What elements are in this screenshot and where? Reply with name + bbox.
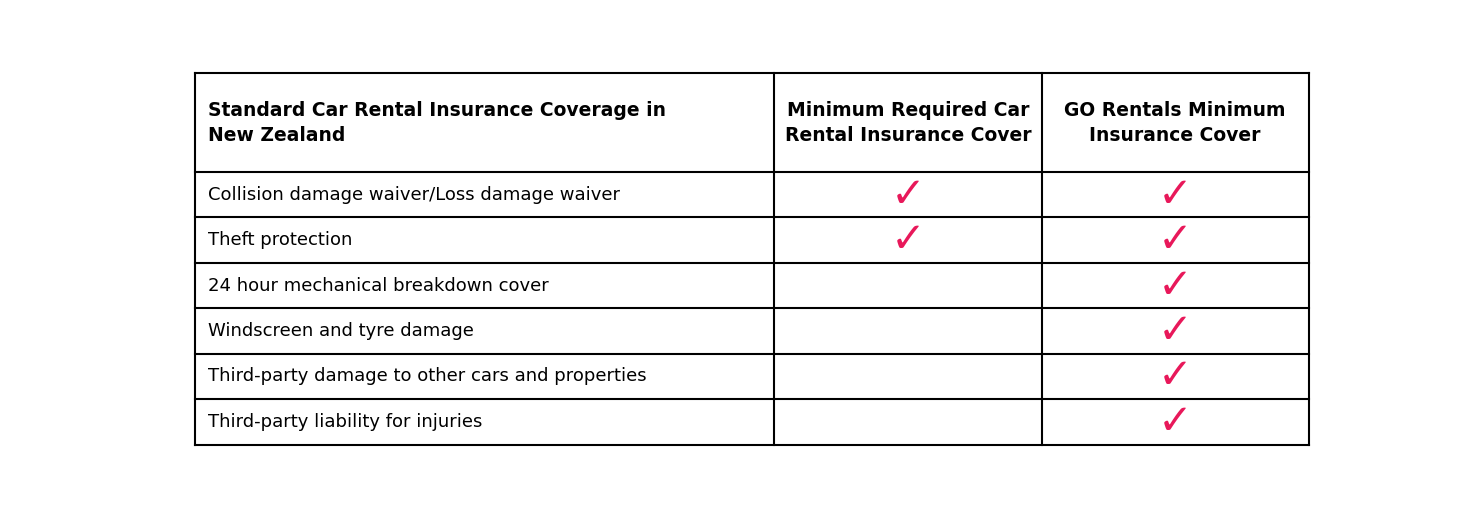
Text: ✓: ✓ bbox=[1157, 310, 1193, 352]
Text: GO Rentals Minimum
Insurance Cover: GO Rentals Minimum Insurance Cover bbox=[1065, 101, 1287, 145]
Text: Standard Car Rental Insurance Coverage in
New Zealand: Standard Car Rental Insurance Coverage i… bbox=[208, 101, 666, 145]
Text: Minimum Required Car
Rental Insurance Cover: Minimum Required Car Rental Insurance Co… bbox=[785, 101, 1031, 145]
Text: ✓: ✓ bbox=[1157, 401, 1193, 443]
Text: Third-party liability for injuries: Third-party liability for injuries bbox=[208, 413, 483, 431]
Text: ✓: ✓ bbox=[1157, 173, 1193, 215]
Text: Collision damage waiver/Loss damage waiver: Collision damage waiver/Loss damage waiv… bbox=[208, 186, 621, 204]
Text: ✓: ✓ bbox=[1157, 219, 1193, 261]
Text: ✓: ✓ bbox=[890, 173, 926, 215]
Text: ✓: ✓ bbox=[1157, 356, 1193, 398]
Text: ✓: ✓ bbox=[890, 219, 926, 261]
Text: 24 hour mechanical breakdown cover: 24 hour mechanical breakdown cover bbox=[208, 277, 549, 294]
Text: Windscreen and tyre damage: Windscreen and tyre damage bbox=[208, 322, 474, 340]
Text: Theft protection: Theft protection bbox=[208, 231, 352, 249]
Text: Third-party damage to other cars and properties: Third-party damage to other cars and pro… bbox=[208, 367, 647, 385]
Text: ✓: ✓ bbox=[1157, 265, 1193, 307]
